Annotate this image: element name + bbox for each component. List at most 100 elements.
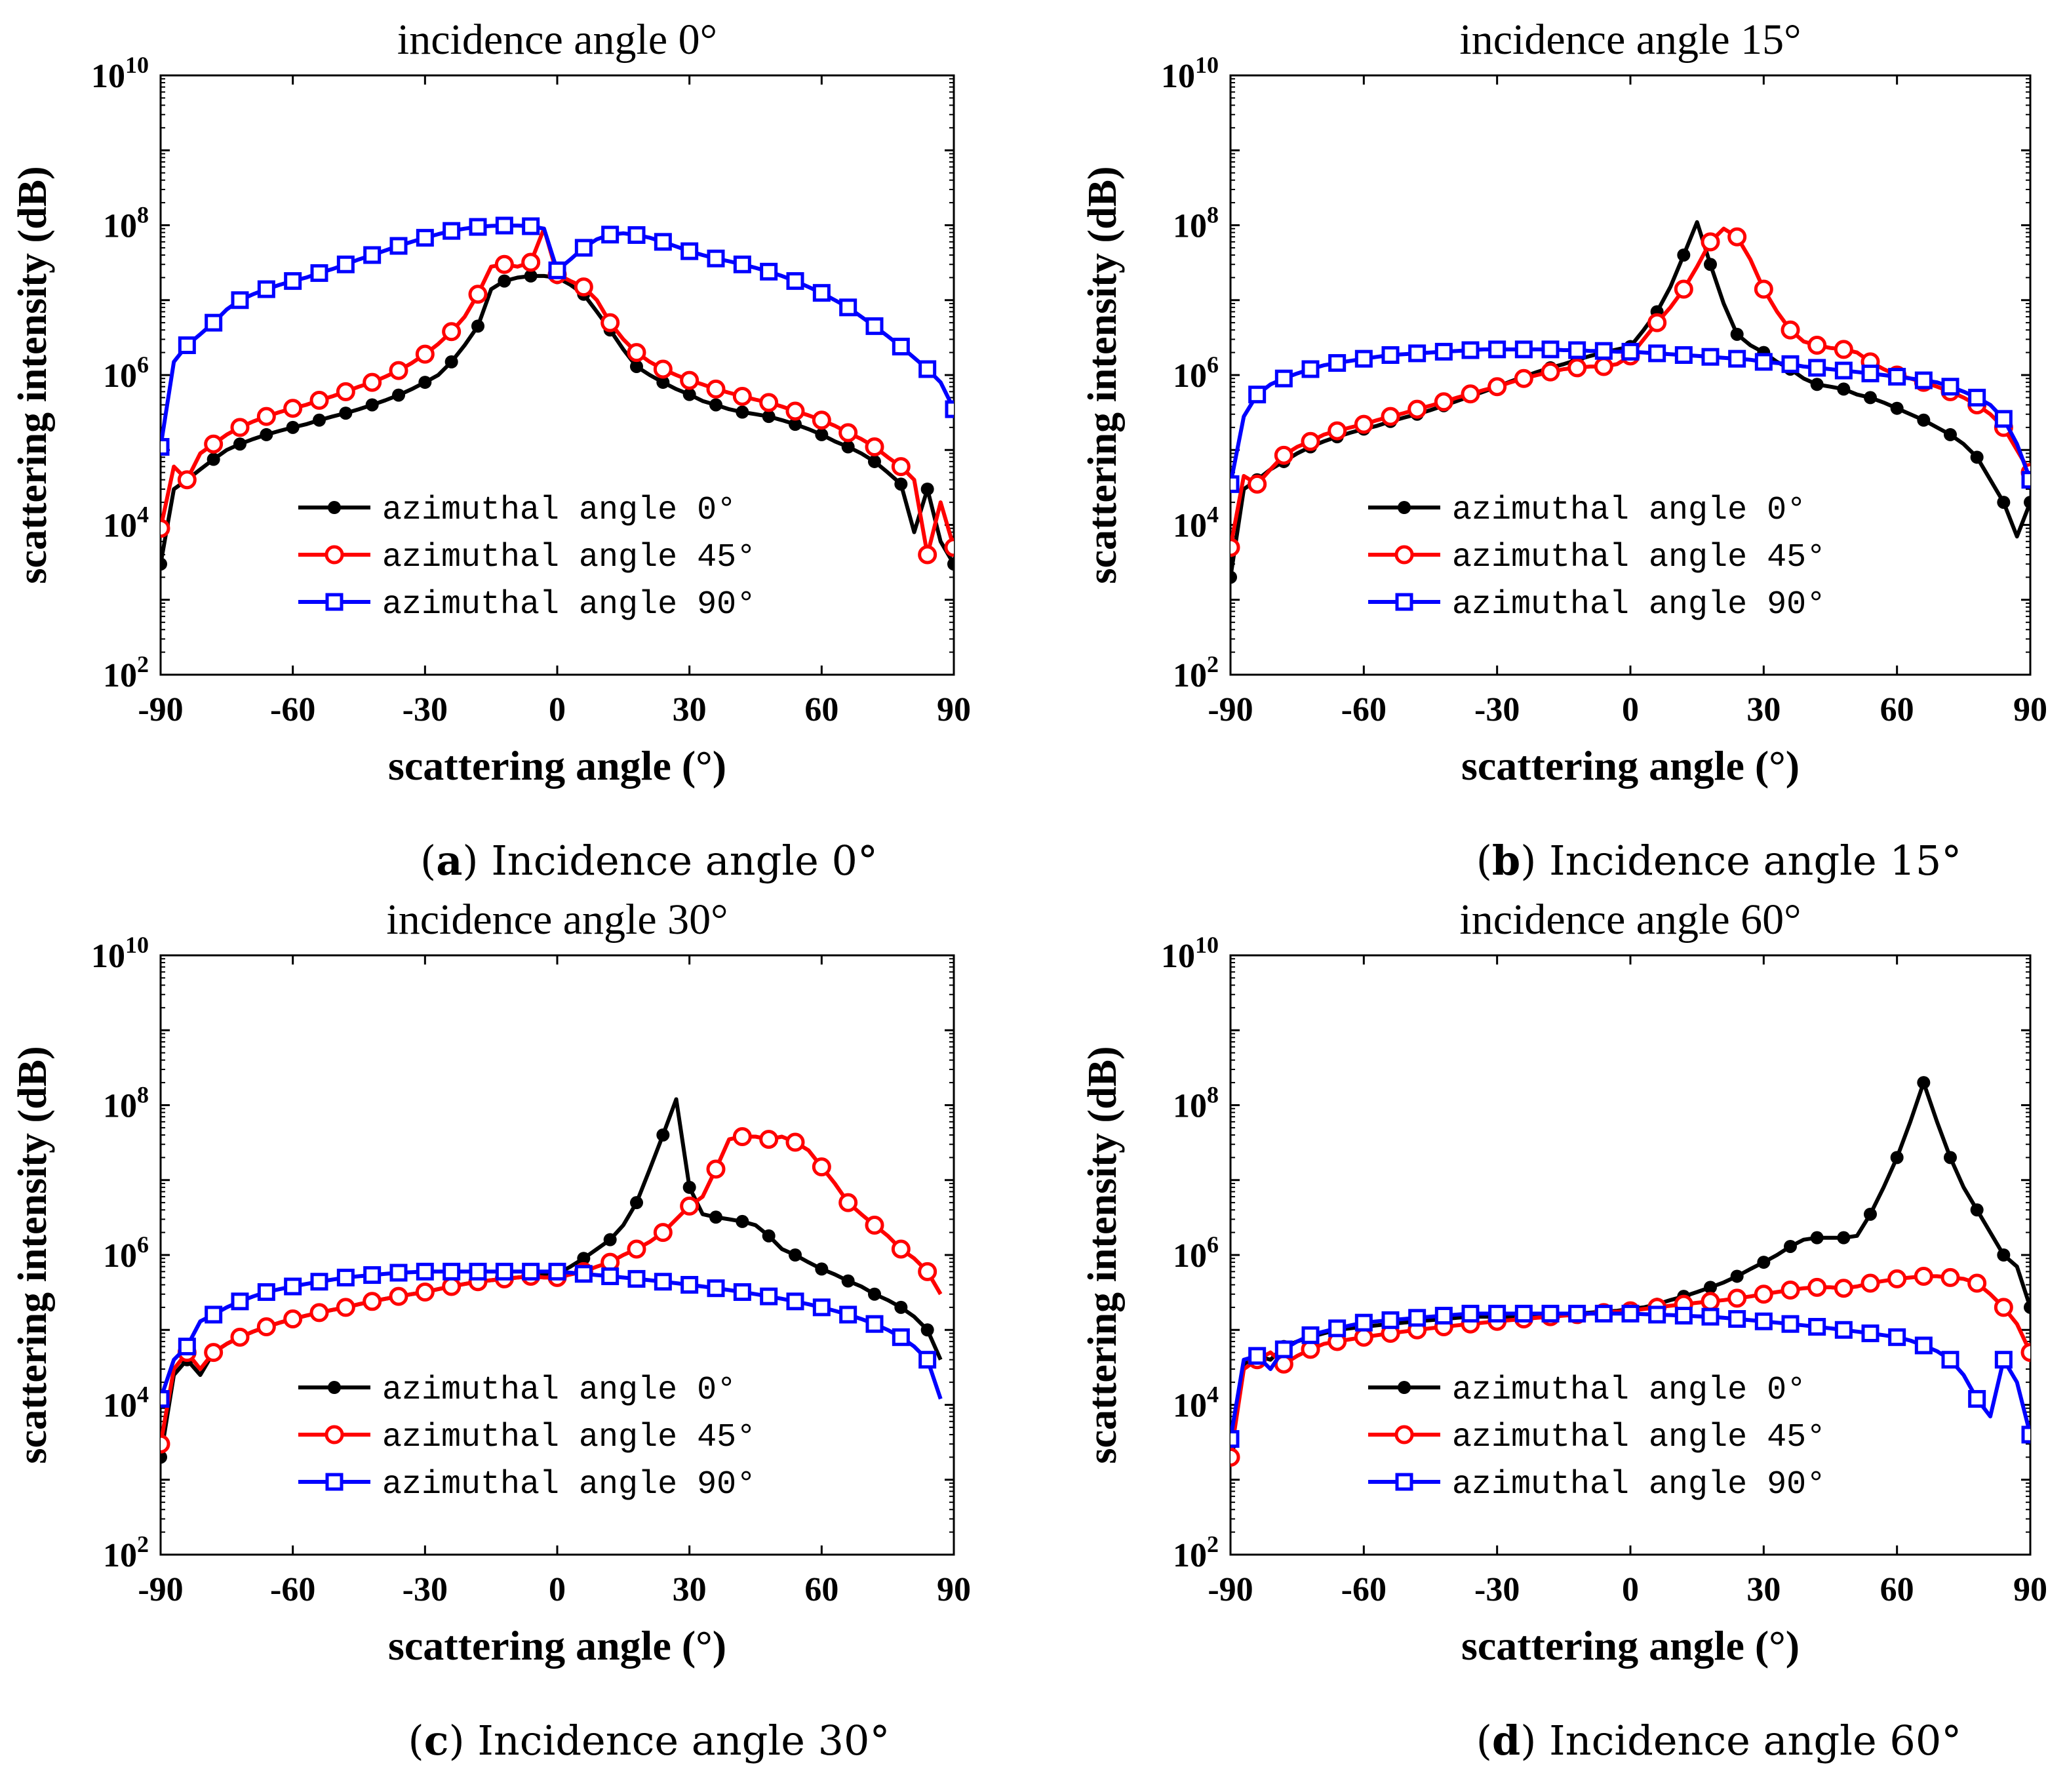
data-point: [1621, 342, 1640, 361]
data-point: [392, 388, 405, 402]
data-point: [1754, 1284, 1773, 1304]
data-point: [630, 1196, 643, 1210]
data-point: [283, 399, 303, 418]
data-point: [1408, 399, 1427, 419]
data-point: [656, 376, 670, 389]
data-point: [1754, 353, 1773, 371]
data-point: [1488, 340, 1506, 359]
legend-label: azimuthal angle 0°: [382, 492, 736, 529]
data-point: [257, 280, 275, 298]
data-point: [1461, 1304, 1480, 1323]
data-point: [892, 1328, 910, 1346]
data-point: [601, 1267, 620, 1285]
data-point: [1274, 445, 1293, 465]
x-tick-label: 0: [549, 691, 566, 728]
chart-panel-2: -90 -60 -30 0 30 60 901021041061081010incidenc…: [1080, 16, 2047, 789]
data-point: [574, 277, 593, 297]
y-tick-base: 10: [1161, 58, 1195, 95]
y-tick-label: 108: [1173, 202, 1219, 245]
data-point: [1807, 336, 1827, 355]
data-point: [1808, 359, 1826, 377]
x-tick-label: 60: [804, 1571, 838, 1608]
data-point: [920, 482, 934, 496]
legend-label: azimuthal angle 0°: [382, 1372, 736, 1409]
plot-area: [1230, 1076, 2030, 1467]
data-point: [389, 361, 408, 380]
data-point: [1754, 1312, 1773, 1330]
data-point: [1621, 1304, 1640, 1323]
data-point: [1781, 320, 1800, 340]
data-point: [1860, 1273, 1880, 1293]
data-point: [762, 410, 776, 424]
y-tick-exponent: 6: [1207, 351, 1219, 378]
data-point: [1997, 496, 2011, 509]
data-point: [1301, 1326, 1320, 1344]
data-point: [1248, 474, 1267, 494]
x-tick-label: 0: [549, 1571, 566, 1608]
caption-letter: b: [1491, 837, 1521, 885]
x-tick-label: 0: [1622, 691, 1639, 728]
data-point: [1567, 358, 1587, 378]
data-point: [1487, 377, 1507, 397]
data-point: [1541, 1304, 1560, 1323]
data-point: [495, 1262, 513, 1281]
data-point: [416, 1262, 434, 1281]
data-point: [1328, 1319, 1347, 1338]
data-point: [1354, 1327, 1373, 1347]
chart-panel-4: -90 -60 -30 0 30 60 901021041061081010incidenc…: [1080, 896, 2047, 1669]
data-point: [1781, 1281, 1800, 1300]
data-point: [1248, 386, 1267, 404]
data-point: [339, 407, 353, 420]
legend-marker: [1394, 545, 1414, 565]
data-point: [944, 538, 954, 557]
x-tick-label: 90: [2013, 1571, 2047, 1608]
data-point: [444, 355, 458, 368]
data-point: [1834, 340, 1853, 359]
data-point: [1674, 279, 1693, 299]
x-tick-label: -90: [1208, 1571, 1253, 1608]
y-axis-label: scattering intensity (dB): [1080, 1046, 1125, 1463]
series-line: [1230, 347, 2030, 485]
data-point: [812, 284, 831, 302]
data-point: [785, 1132, 805, 1152]
data-point: [918, 360, 937, 378]
x-tick-label: 0: [1622, 1571, 1639, 1608]
data-point: [815, 1262, 829, 1276]
data-point: [469, 218, 487, 236]
x-tick-label: -60: [1341, 691, 1387, 728]
series-square: [161, 1262, 943, 1408]
data-point: [2020, 1343, 2030, 1363]
data-point: [945, 400, 954, 418]
data-point: [815, 428, 829, 441]
data-point: [260, 428, 273, 441]
data-point: [865, 317, 884, 335]
data-point: [1890, 401, 1904, 415]
data-point: [309, 1303, 329, 1323]
data-point: [494, 254, 514, 274]
data-point: [894, 477, 908, 491]
data-point: [1728, 349, 1746, 368]
y-tick-base: 10: [1161, 938, 1195, 975]
data-point: [2021, 471, 2030, 489]
data-point: [682, 388, 696, 401]
x-tick-label: 30: [673, 691, 707, 728]
data-point: [947, 557, 954, 571]
data-point: [1730, 327, 1744, 341]
x-tick-label: -30: [403, 691, 448, 728]
data-point: [706, 1159, 726, 1179]
data-point: [1834, 1321, 1853, 1339]
x-axis-label: scattering angle (°): [388, 742, 726, 789]
data-point: [1354, 414, 1373, 434]
plot-frame: [1229, 74, 2032, 676]
data-point: [230, 1327, 250, 1347]
data-point: [1647, 313, 1667, 332]
caption-a: (a) Incidence angle 0°: [420, 837, 878, 885]
data-point: [1728, 1310, 1746, 1328]
series-square: [1230, 340, 2030, 493]
legend-label: azimuthal angle 45°: [1452, 539, 1826, 576]
data-point: [789, 418, 802, 431]
data-point: [1648, 1305, 1666, 1324]
y-tick-base: 10: [103, 1387, 137, 1425]
data-point: [1914, 371, 1933, 389]
